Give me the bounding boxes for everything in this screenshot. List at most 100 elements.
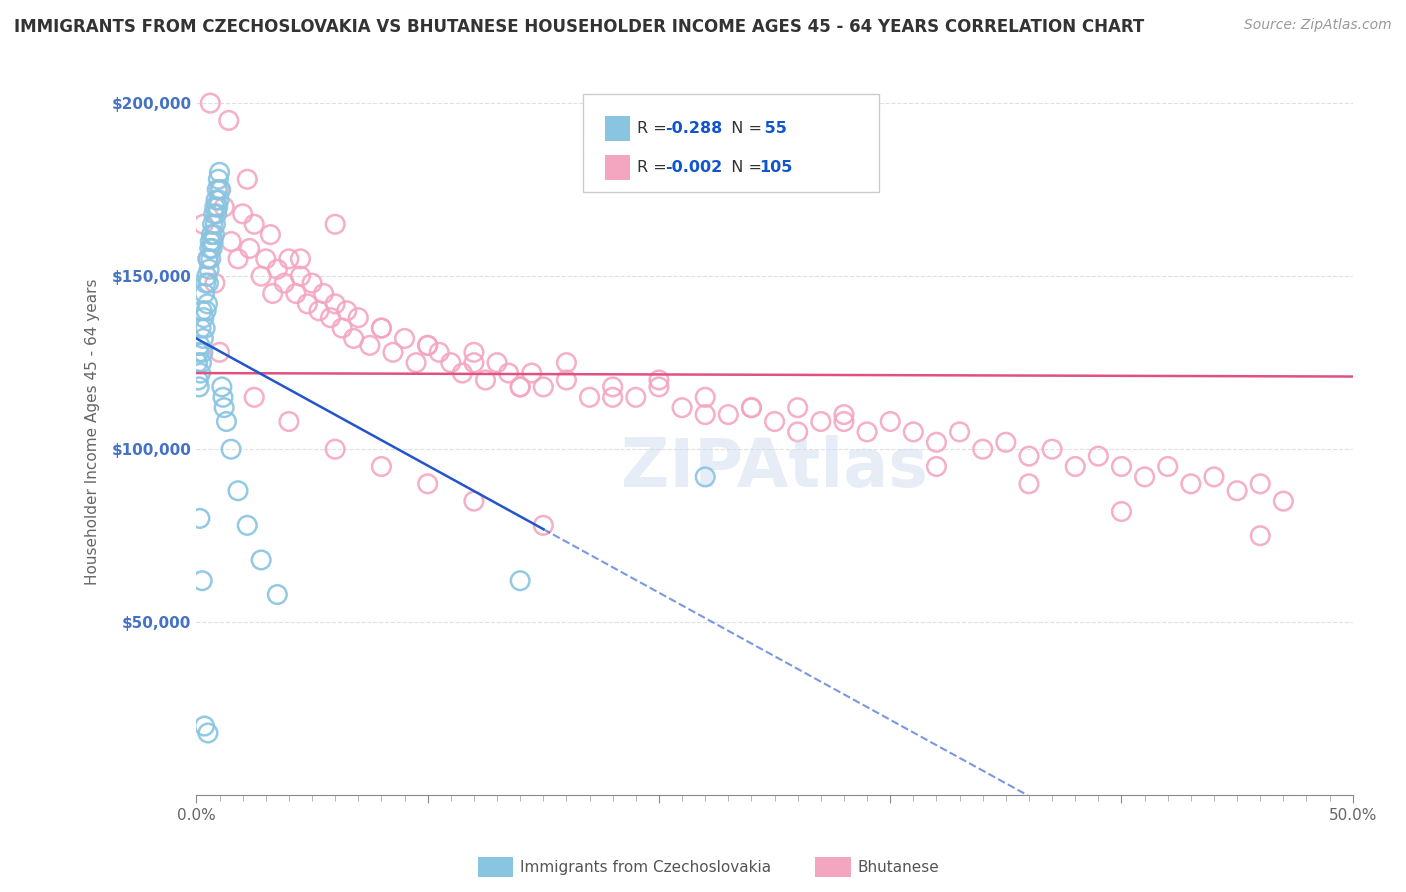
Point xyxy=(197,726,219,740)
Point xyxy=(187,373,209,387)
Point xyxy=(197,276,219,290)
Point xyxy=(207,172,229,186)
Point xyxy=(370,459,392,474)
Point xyxy=(695,390,717,404)
Point xyxy=(602,380,624,394)
Point xyxy=(370,321,392,335)
Point xyxy=(343,331,366,345)
Point xyxy=(201,242,224,256)
Point xyxy=(463,345,485,359)
Point xyxy=(903,425,925,439)
Point xyxy=(474,373,496,387)
Point xyxy=(290,252,312,266)
Text: R =: R = xyxy=(637,161,672,175)
Point xyxy=(319,310,342,325)
Point xyxy=(193,331,215,345)
Point xyxy=(1157,459,1180,474)
Point xyxy=(1064,459,1087,474)
Point xyxy=(207,200,229,214)
Point xyxy=(382,345,405,359)
Text: -0.288: -0.288 xyxy=(665,121,723,136)
Text: 55: 55 xyxy=(759,121,787,136)
Point xyxy=(187,345,209,359)
Point xyxy=(509,380,531,394)
Point xyxy=(197,252,219,266)
Point xyxy=(191,345,214,359)
Point xyxy=(856,425,879,439)
Point xyxy=(219,442,242,457)
Point xyxy=(308,303,330,318)
Point xyxy=(236,172,259,186)
Point xyxy=(200,235,222,249)
Point xyxy=(188,338,211,352)
Point xyxy=(578,390,600,404)
Point xyxy=(284,286,307,301)
Point xyxy=(208,183,231,197)
Point xyxy=(191,303,214,318)
Point xyxy=(531,518,554,533)
Point xyxy=(215,415,238,429)
Point xyxy=(277,415,299,429)
Point xyxy=(786,401,808,415)
Point xyxy=(394,331,416,345)
Point xyxy=(197,252,219,266)
Point xyxy=(405,356,427,370)
Point xyxy=(211,380,233,394)
Point xyxy=(193,286,215,301)
Point xyxy=(205,193,228,207)
Point xyxy=(232,207,254,221)
Point xyxy=(195,269,218,284)
Point xyxy=(879,415,901,429)
Point xyxy=(509,380,531,394)
Point xyxy=(740,401,762,415)
Point xyxy=(648,380,671,394)
Text: ZIPAtlas: ZIPAtlas xyxy=(621,435,928,501)
Point xyxy=(440,356,463,370)
Point xyxy=(193,719,215,733)
Point xyxy=(463,356,485,370)
Point xyxy=(330,321,353,335)
Point xyxy=(1202,470,1225,484)
Point xyxy=(555,373,578,387)
Point xyxy=(323,297,346,311)
Point xyxy=(219,235,242,249)
Point xyxy=(359,338,381,352)
Point xyxy=(194,321,217,335)
Point xyxy=(486,356,509,370)
Point xyxy=(1226,483,1249,498)
Point xyxy=(239,242,262,256)
Point xyxy=(198,242,221,256)
Point xyxy=(312,286,335,301)
Point xyxy=(250,553,273,567)
Point xyxy=(277,252,299,266)
Point xyxy=(266,588,288,602)
Point xyxy=(1272,494,1295,508)
Point xyxy=(740,401,762,415)
Point xyxy=(209,183,232,197)
Point xyxy=(1018,476,1040,491)
Point xyxy=(259,227,281,242)
Point xyxy=(200,96,222,111)
Point xyxy=(191,574,214,588)
Point xyxy=(226,483,249,498)
Point xyxy=(188,511,211,525)
Point xyxy=(695,408,717,422)
Point xyxy=(194,276,217,290)
Point xyxy=(208,193,231,207)
Point xyxy=(1133,470,1156,484)
Point xyxy=(972,442,994,457)
Point xyxy=(204,217,226,231)
Point xyxy=(416,476,439,491)
Text: IMMIGRANTS FROM CZECHOSLOVAKIA VS BHUTANESE HOUSEHOLDER INCOME AGES 45 - 64 YEAR: IMMIGRANTS FROM CZECHOSLOVAKIA VS BHUTAN… xyxy=(14,18,1144,36)
Point xyxy=(202,207,225,221)
Point xyxy=(520,366,543,380)
Point xyxy=(1111,459,1133,474)
Point xyxy=(1087,449,1109,463)
Point xyxy=(200,227,222,242)
Point xyxy=(205,207,228,221)
Point xyxy=(509,574,531,588)
Point xyxy=(323,442,346,457)
Point xyxy=(602,390,624,404)
Point xyxy=(427,345,450,359)
Point xyxy=(451,366,474,380)
